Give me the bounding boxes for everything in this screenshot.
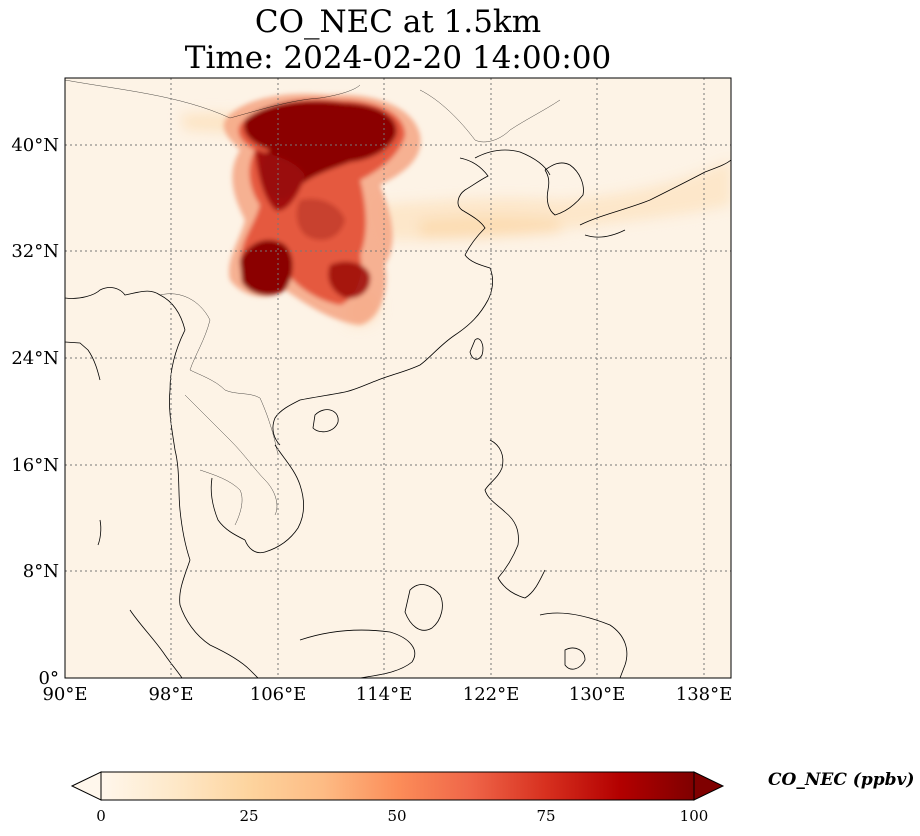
lat-tick-label: 40°N [11, 135, 59, 156]
lon-tick-label: 138°E [676, 684, 733, 705]
lat-tick-label: 32°N [11, 241, 59, 262]
colorbar-extend-high [693, 771, 725, 801]
lon-tick-label: 106°E [250, 684, 307, 705]
lat-tick-labels: 0° 8°N 16°N 24°N 32°N 40°N [11, 135, 59, 689]
co-plume [223, 93, 421, 325]
lat-tick-label: 0° [39, 668, 59, 689]
lon-tick-label: 90°E [42, 684, 87, 705]
lat-tick-label: 16°N [11, 455, 59, 476]
lon-tick-label: 130°E [569, 684, 626, 705]
map-background [65, 78, 731, 678]
colorbar-label: CO_NEC (ppbv) [768, 770, 915, 790]
lon-tick-label: 122°E [463, 684, 520, 705]
map-frame [64, 77, 732, 679]
map-title: CO_NEC at 1.5km [254, 4, 542, 40]
lat-tick-label: 24°N [11, 348, 59, 369]
lat-tick-label: 8°N [23, 561, 59, 582]
colorbar: 0 25 50 75 100 [70, 771, 725, 825]
country-borders [65, 79, 561, 526]
lon-tick-label: 114°E [356, 684, 413, 705]
colorbar-gradient [100, 771, 695, 801]
colorbar-tick: 0 [96, 807, 106, 825]
lon-tick-labels: 90°E 98°E 106°E 114°E 122°E 130°E 138°E [42, 684, 732, 705]
colorbar-tick: 50 [387, 807, 406, 825]
colorbar-tick: 75 [536, 807, 555, 825]
colorbar-ticks: 0 25 50 75 100 [96, 807, 708, 825]
colorbar-extend-low [70, 771, 102, 801]
colorbar-tick: 100 [680, 807, 709, 825]
gridlines [65, 78, 731, 678]
colorbar-tick: 25 [239, 807, 258, 825]
coastlines [65, 149, 731, 678]
map-time: Time: 2024-02-20 14:00:00 [184, 40, 612, 76]
lon-tick-label: 98°E [148, 684, 193, 705]
